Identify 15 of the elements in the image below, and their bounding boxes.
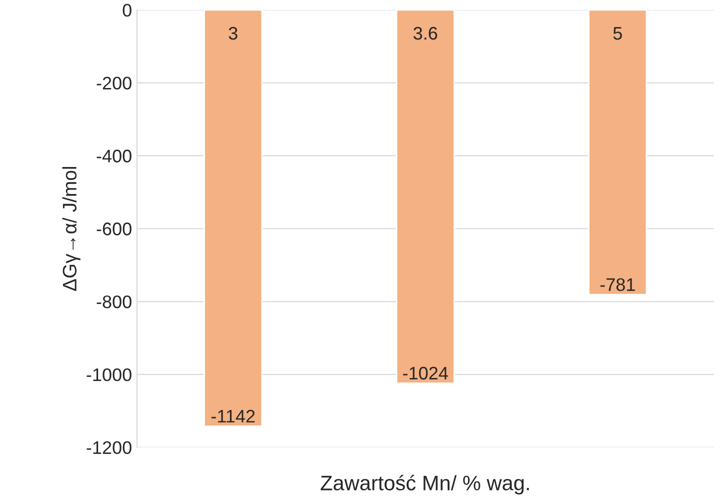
- data-label: -1142: [212, 410, 255, 422]
- x-tick-label: 3.6: [414, 26, 438, 40]
- x-tick-label: 5: [613, 27, 622, 40]
- y-tick-label: -1000: [86, 368, 132, 382]
- data-label: -1024: [403, 366, 448, 380]
- data-label: -781: [600, 278, 635, 292]
- x-tick-label: 3: [228, 26, 238, 40]
- y-tick-label: 0: [122, 4, 132, 17]
- y-tick-label: -400: [96, 150, 132, 162]
- y-tick-label: -600: [96, 222, 132, 236]
- y-axis-title: ΔGγ→α/ J/mol: [62, 167, 80, 291]
- y-tick-label: -200: [96, 76, 132, 90]
- x-axis-title: Zawartość Mn/ % wag.: [320, 474, 529, 495]
- y-tick-label: -1200: [86, 441, 132, 454]
- y-tick-label: -800: [96, 295, 132, 308]
